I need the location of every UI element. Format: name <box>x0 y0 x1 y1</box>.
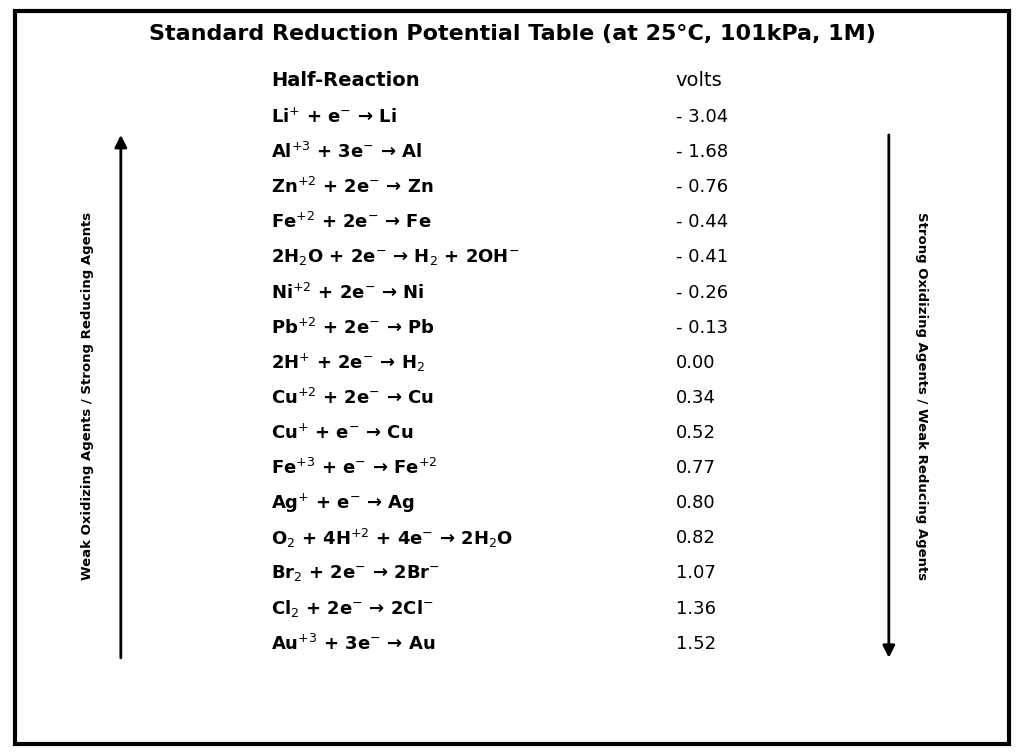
Text: Al$^{+3}$ + 3e$^{-}$ → Al: Al$^{+3}$ + 3e$^{-}$ → Al <box>271 142 423 162</box>
Text: Cl$_{2}$ + 2e$^{-}$ → 2Cl$^{-}$: Cl$_{2}$ + 2e$^{-}$ → 2Cl$^{-}$ <box>271 598 434 619</box>
Text: - 3.04: - 3.04 <box>676 108 728 126</box>
Text: Standard Reduction Potential Table (at 25°C, 101kPa, 1M): Standard Reduction Potential Table (at 2… <box>148 24 876 44</box>
Text: Cu$^{+2}$ + 2e$^{-}$ → Cu: Cu$^{+2}$ + 2e$^{-}$ → Cu <box>271 388 434 408</box>
Text: 0.34: 0.34 <box>676 389 716 407</box>
Text: Au$^{+3}$ + 3e$^{-}$ → Au: Au$^{+3}$ + 3e$^{-}$ → Au <box>271 633 436 654</box>
Text: O$_{2}$ + 4H$^{+2}$ + 4e$^{-}$ → 2H$_{2}$O: O$_{2}$ + 4H$^{+2}$ + 4e$^{-}$ → 2H$_{2}… <box>271 527 514 550</box>
Text: Li$^{+}$ + e$^{-}$ → Li: Li$^{+}$ + e$^{-}$ → Li <box>271 107 397 127</box>
Text: 0.80: 0.80 <box>676 495 716 512</box>
Text: 1.36: 1.36 <box>676 599 716 618</box>
Text: 0.52: 0.52 <box>676 424 716 442</box>
Text: Pb$^{+2}$ + 2e$^{-}$ → Pb: Pb$^{+2}$ + 2e$^{-}$ → Pb <box>271 318 435 337</box>
Text: Weak Oxidizing Agents / Strong Reducing Agents: Weak Oxidizing Agents / Strong Reducing … <box>81 212 93 581</box>
Text: Strong Oxidizing Agents / Weak Reducing Agents: Strong Oxidizing Agents / Weak Reducing … <box>915 212 928 581</box>
Text: Cu$^{+}$ + e$^{-}$ → Cu: Cu$^{+}$ + e$^{-}$ → Cu <box>271 424 414 442</box>
Text: 1.07: 1.07 <box>676 565 716 582</box>
Text: Fe$^{+2}$ + 2e$^{-}$ → Fe: Fe$^{+2}$ + 2e$^{-}$ → Fe <box>271 212 432 233</box>
Text: Ag$^{+}$ + e$^{-}$ → Ag: Ag$^{+}$ + e$^{-}$ → Ag <box>271 492 416 515</box>
Text: 0.82: 0.82 <box>676 529 716 547</box>
Text: Half-Reaction: Half-Reaction <box>271 71 420 91</box>
Text: Fe$^{+3}$ + e$^{-}$ → Fe$^{+2}$: Fe$^{+3}$ + e$^{-}$ → Fe$^{+2}$ <box>271 458 438 478</box>
Text: 2H$^{+}$ + 2e$^{-}$ → H$_{2}$: 2H$^{+}$ + 2e$^{-}$ → H$_{2}$ <box>271 352 425 374</box>
Text: Ni$^{+2}$ + 2e$^{-}$ → Ni: Ni$^{+2}$ + 2e$^{-}$ → Ni <box>271 282 425 303</box>
Text: - 0.13: - 0.13 <box>676 319 728 337</box>
Text: - 0.41: - 0.41 <box>676 248 728 267</box>
Text: Zn$^{+2}$ + 2e$^{-}$ → Zn: Zn$^{+2}$ + 2e$^{-}$ → Zn <box>271 177 434 197</box>
Text: - 0.76: - 0.76 <box>676 178 728 196</box>
Text: 0.00: 0.00 <box>676 354 716 371</box>
Text: - 0.44: - 0.44 <box>676 214 728 231</box>
Text: volts: volts <box>676 71 723 91</box>
Text: - 0.26: - 0.26 <box>676 284 728 301</box>
Text: 1.52: 1.52 <box>676 635 716 652</box>
Text: 2H$_{2}$O + 2e$^{-}$ → H$_{2}$ + 2OH$^{-}$: 2H$_{2}$O + 2e$^{-}$ → H$_{2}$ + 2OH$^{-… <box>271 248 520 267</box>
Text: Br$_{2}$ + 2e$^{-}$ → 2Br$^{-}$: Br$_{2}$ + 2e$^{-}$ → 2Br$^{-}$ <box>271 563 440 584</box>
Text: 0.77: 0.77 <box>676 459 716 477</box>
Text: - 1.68: - 1.68 <box>676 143 728 161</box>
